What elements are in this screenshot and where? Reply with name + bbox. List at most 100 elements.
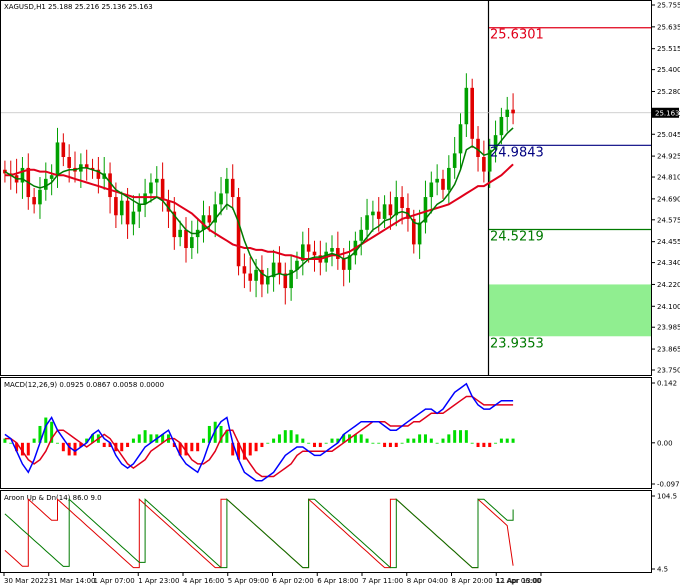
macd-histogram-bar: [79, 442, 83, 448]
macd-histogram-bar: [388, 442, 392, 448]
candle-body: [90, 167, 95, 170]
aroon-pane-frame: [0, 490, 652, 573]
time-tick-label: 5 Apr 09:00: [228, 577, 269, 585]
macd-signal-line: [4, 395, 514, 478]
macd-histogram-bar: [149, 434, 153, 443]
candle-body: [55, 142, 60, 176]
macd-histogram-bar: [50, 421, 54, 443]
candle-body: [388, 204, 393, 216]
candle-body: [260, 269, 264, 285]
macd-histogram-bar: [289, 430, 293, 443]
price-tick-label: 24.810: [657, 174, 680, 182]
candle-body: [84, 164, 89, 168]
macd-histogram-bar: [511, 438, 515, 443]
macd-histogram-bar: [213, 421, 217, 443]
time-tick-label: 8 Apr 04:00: [407, 577, 448, 585]
macd-histogram-bar: [464, 430, 468, 443]
candle-body: [207, 215, 212, 223]
candle-body: [143, 193, 147, 205]
candle-body: [277, 262, 282, 274]
candle-body: [411, 218, 416, 245]
macd-histogram-bar: [488, 442, 492, 448]
candle-body: [67, 157, 71, 168]
macd-histogram-bar: [202, 438, 206, 443]
candle-body: [230, 178, 235, 198]
macd-histogram-bar: [453, 430, 457, 443]
candle-body: [184, 229, 188, 249]
price-tick-label: 25.635: [657, 23, 680, 31]
candle-body: [476, 138, 480, 158]
time-tick-label: 12 Apr 06:00: [495, 577, 541, 585]
level-label: 24.9843: [490, 145, 544, 160]
candle-body: [149, 182, 153, 194]
macd-histogram-bar: [207, 425, 211, 443]
price-tick-label: 25.400: [657, 66, 680, 74]
macd-histogram-bar: [219, 425, 223, 443]
macd-histogram-bar: [406, 438, 410, 443]
macd-histogram-bar: [184, 442, 188, 456]
macd-histogram-bar: [318, 442, 322, 448]
macd-histogram-bar: [365, 438, 369, 443]
candle-body: [312, 251, 317, 256]
time-tick-label: 30 Mar 2022: [4, 577, 48, 585]
macd-histogram-bar: [260, 442, 264, 448]
candle-body: [236, 197, 241, 267]
macd-histogram-bar: [283, 430, 287, 443]
macd-histogram-bar: [324, 442, 328, 444]
candle-body: [447, 167, 451, 190]
macd-histogram-bar: [131, 438, 135, 443]
macd-histogram-bar: [237, 442, 241, 460]
candle-body: [295, 260, 299, 270]
candle-body: [61, 142, 66, 158]
candle-body: [108, 173, 112, 198]
candle-body: [166, 200, 171, 212]
candle-body: [347, 255, 352, 270]
candle-body: [435, 178, 439, 183]
price-tick-label: 24.455: [657, 238, 680, 246]
macd-histogram-bar: [435, 442, 439, 444]
candle-body: [242, 266, 247, 274]
candle-body: [154, 178, 159, 183]
candle-body: [201, 215, 206, 230]
candle-body: [125, 200, 130, 225]
macd-histogram-bar: [371, 442, 375, 444]
macd-histogram-bar: [505, 438, 509, 443]
candle-body: [248, 273, 253, 281]
price-tick-label: 23.985: [657, 324, 680, 332]
macd-histogram-bar: [3, 438, 7, 443]
candle-body: [336, 248, 340, 259]
level-label: 25.6301: [490, 28, 544, 43]
candle-body: [306, 244, 311, 252]
macd-tick-label: 0.142: [657, 380, 677, 388]
macd-histogram-bar: [44, 417, 48, 443]
candle-body: [417, 222, 422, 245]
candle-body: [178, 229, 182, 238]
candle-body: [190, 237, 194, 249]
candle-body: [254, 269, 258, 281]
macd-tick-label: -0.0978: [657, 481, 680, 489]
candle-body: [359, 229, 364, 241]
macd-histogram-bar: [73, 442, 77, 456]
macd-histogram-bar: [9, 442, 13, 444]
macd-histogram-bar: [120, 442, 124, 452]
macd-histogram-bar: [482, 442, 486, 448]
macd-histogram-bar: [301, 438, 305, 443]
ma-fast-line: [4, 127, 514, 279]
symbol-header: XAGUSD,H1 25.188 25.216 25.136 25.163: [4, 3, 153, 11]
macd-histogram-bar: [459, 430, 463, 443]
price-tick-label: 24.575: [657, 216, 680, 224]
candle-body: [441, 178, 445, 190]
macd-histogram-bar: [418, 434, 422, 443]
macd-histogram-bar: [359, 434, 363, 443]
candle-body: [38, 189, 42, 205]
candle-body: [365, 215, 369, 230]
macd-histogram-bar: [178, 442, 182, 456]
target-zone-rect: [489, 284, 651, 337]
macd-histogram-bar: [15, 442, 19, 452]
macd-histogram-bar: [20, 442, 24, 456]
macd-histogram-bar: [231, 442, 235, 456]
time-tick-label: 1 Apr 07:00: [94, 577, 135, 585]
price-pane-frame: [0, 0, 652, 376]
candle-body: [341, 258, 346, 270]
